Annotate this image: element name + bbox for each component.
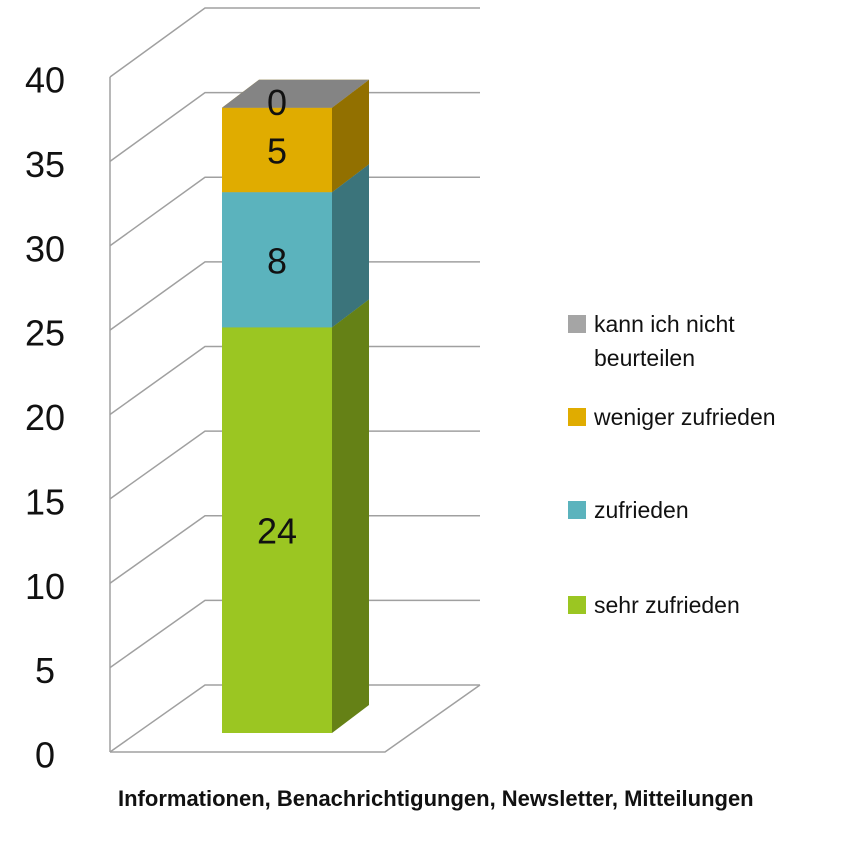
y-tick-label: 35 <box>25 144 65 185</box>
data-label: 5 <box>267 130 287 171</box>
legend-label: sehr zufrieden <box>594 592 740 618</box>
y-tick-label: 20 <box>25 397 65 438</box>
bar-side <box>332 164 369 328</box>
grid-line <box>109 176 480 247</box>
y-tick-label: 10 <box>25 566 65 607</box>
legend-swatch <box>568 596 586 614</box>
legend-swatch <box>568 408 586 426</box>
legend-label: weniger zufrieden <box>594 404 776 430</box>
legend-item: weniger zufrieden <box>568 400 794 434</box>
y-tick-label: 15 <box>25 481 65 522</box>
y-tick-label: 0 <box>35 735 55 776</box>
bar-side <box>332 79 369 193</box>
x-tick-label: Informationen, Benachrichtigungen, Newsl… <box>118 786 754 811</box>
y-tick-label: 30 <box>25 228 65 269</box>
data-label: 8 <box>267 240 287 281</box>
grid-line <box>109 684 480 753</box>
legend-item: sehr zufrieden <box>568 588 794 622</box>
legend-swatch <box>568 315 586 333</box>
plot: 0 5 10 15 20 25 30 35 40 24 8 5 0 <box>25 7 481 776</box>
data-label: 24 <box>257 511 297 552</box>
grid-line <box>109 430 480 500</box>
grid-line <box>109 599 480 669</box>
y-tick-label: 5 <box>35 650 55 691</box>
bar-side <box>332 299 369 733</box>
y-tick-label: 40 <box>25 60 65 101</box>
grid-line <box>109 91 480 162</box>
grid-line <box>109 515 480 584</box>
floor-edge <box>110 684 481 753</box>
legend-item: zufrieden <box>568 493 794 527</box>
legend-label: zufrieden <box>594 497 689 523</box>
bar-top <box>222 79 369 108</box>
data-label: 0 <box>267 82 287 123</box>
grid-line <box>109 7 480 78</box>
bar-segment <box>222 192 332 328</box>
legend-item: kann ich nicht beurteilen <box>568 307 794 375</box>
y-tick-label: 25 <box>25 313 65 354</box>
grid-line <box>109 345 480 416</box>
bar-segment <box>222 107 332 193</box>
legend-swatch <box>568 501 586 519</box>
bar-segment <box>222 327 332 733</box>
legend-label: kann ich nicht beurteilen <box>594 311 735 371</box>
grid-line <box>109 261 480 331</box>
